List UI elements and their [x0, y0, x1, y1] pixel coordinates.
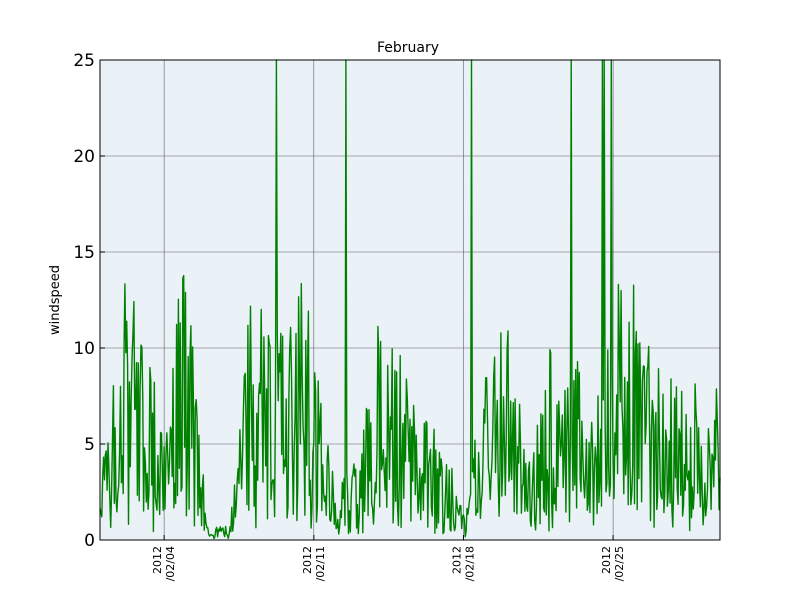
grid [100, 60, 720, 540]
x-tick-label: 2012/02/18 [450, 546, 476, 581]
y-tick-label: 25 [73, 51, 95, 71]
x-tick-label: 2012/02/25 [600, 546, 626, 581]
y-tick-label: 5 [84, 435, 95, 455]
y-tick-label: 10 [73, 339, 95, 359]
chart-title: February [377, 40, 439, 56]
x-tick-label: 2012/02/04 [151, 546, 177, 581]
x-tick-label: 2012/02/11 [301, 546, 327, 581]
windspeed-line [99, 59, 721, 540]
series-layer [99, 59, 721, 540]
y-axis-label: windspeed [48, 265, 63, 335]
plot-frame [99, 59, 721, 541]
y-tick-label: 15 [73, 243, 95, 263]
y-axis: 0 5 10 15 20 25 [73, 51, 105, 551]
x-axis: 2012/02/04 2012/02/11 2012/02/18 2012/02/25 [151, 535, 626, 581]
y-tick-label: 0 [84, 531, 95, 551]
y-tick-label: 20 [73, 147, 95, 167]
